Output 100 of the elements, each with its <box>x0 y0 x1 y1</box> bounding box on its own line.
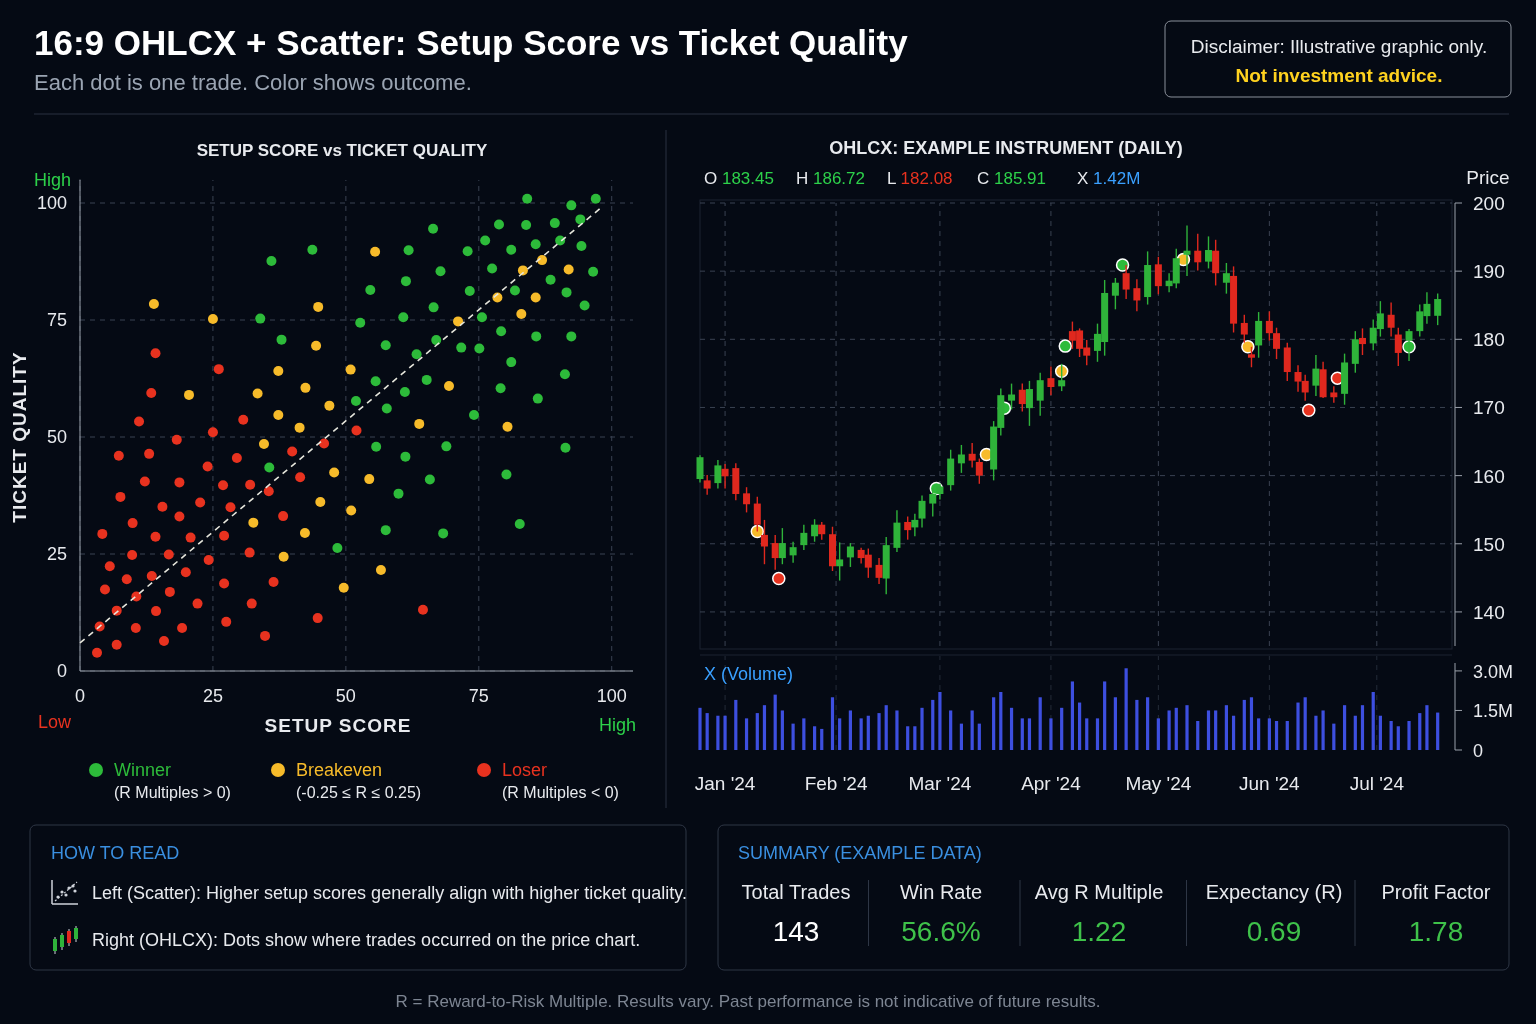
bar <box>992 697 996 750</box>
bar <box>1185 705 1189 750</box>
data-label: 0.69 <box>1246 916 1302 947</box>
point <box>174 477 185 488</box>
candlestick <box>1008 382 1016 411</box>
point <box>202 461 213 472</box>
bar <box>1124 668 1128 750</box>
chart-title: OHLCX: EXAMPLE INSTRUMENT (DAILY) <box>829 138 1183 158</box>
point <box>278 551 289 562</box>
point <box>273 366 284 377</box>
point <box>563 264 574 275</box>
point <box>329 467 340 478</box>
candlestick <box>975 457 983 485</box>
candlestick <box>1247 346 1255 368</box>
point <box>92 647 103 658</box>
y-tick-label: 200 <box>1473 193 1505 214</box>
y-tick-label: 190 <box>1473 261 1505 283</box>
text: Low <box>38 712 73 732</box>
candlestick <box>904 515 912 541</box>
point <box>146 388 157 399</box>
point <box>1302 403 1316 417</box>
point <box>312 613 323 624</box>
bar <box>762 705 767 750</box>
point <box>311 340 322 351</box>
point <box>370 246 381 257</box>
bar <box>1020 718 1024 750</box>
y-tick-label: 180 <box>1473 329 1505 351</box>
x-tick-label: Apr '24 <box>1021 773 1082 794</box>
bar <box>949 710 953 750</box>
bar <box>1224 705 1228 750</box>
point <box>150 531 161 542</box>
y-tick-label: 0 <box>1473 741 1484 761</box>
point <box>219 578 230 589</box>
point <box>351 425 362 436</box>
point <box>203 555 214 566</box>
text: Disclaimer: Illustrative graphic only. <box>1190 36 1488 57</box>
candlestick <box>1265 310 1273 342</box>
point <box>294 422 305 433</box>
category-label: Avg R Multiple <box>1034 881 1164 903</box>
bar <box>977 723 981 750</box>
x-tick-label: 0 <box>74 686 86 706</box>
y-tick-label: 100 <box>36 193 67 213</box>
bar <box>848 710 852 750</box>
y-tick-label: 160 <box>1473 465 1505 487</box>
candlestick <box>800 523 808 551</box>
point <box>375 564 386 575</box>
text: SUMMARY (EXAMPLE DATA) <box>738 843 982 863</box>
text: Not investment advice. <box>1235 65 1443 86</box>
text: 16:9 OHLCX + Scatter: Setup Score vs Ticket Quality <box>34 23 909 62</box>
candlestick <box>1394 327 1402 367</box>
y-tick-label: 50 <box>46 427 67 447</box>
bar <box>1135 699 1139 750</box>
bar <box>1296 702 1300 750</box>
point <box>144 448 155 459</box>
bar <box>1077 702 1082 750</box>
candlestick <box>1205 235 1212 270</box>
candlestick <box>911 513 919 537</box>
candlestick <box>846 542 854 568</box>
text: R = Reward-to-Risk Multiple. Results vary. Past performance is not indicative of future results. <box>395 992 1101 1011</box>
point <box>444 380 455 391</box>
point <box>164 586 175 597</box>
bar <box>734 699 738 750</box>
category-label: Total Trades <box>741 881 851 903</box>
point <box>195 497 206 508</box>
bar <box>1267 718 1271 750</box>
candlestick <box>875 557 883 585</box>
point <box>260 630 271 641</box>
data-label: 1.78 <box>1408 916 1464 947</box>
point <box>502 421 513 432</box>
point <box>97 528 108 539</box>
point <box>750 524 765 539</box>
bar <box>1242 699 1246 750</box>
point <box>453 316 464 327</box>
point <box>130 622 141 633</box>
bar <box>755 713 759 750</box>
point <box>219 530 230 541</box>
point <box>516 308 527 319</box>
bar <box>1418 713 1422 750</box>
point <box>300 382 311 393</box>
bar <box>812 726 817 750</box>
x-tick-label: Jul '24 <box>1349 773 1405 794</box>
chart-title: X (Volume) <box>704 664 794 684</box>
bar <box>1231 715 1236 750</box>
point <box>324 400 335 411</box>
point <box>192 598 203 609</box>
candlestick <box>1047 365 1055 396</box>
candlestick <box>1025 380 1033 427</box>
candlestick <box>1330 385 1338 404</box>
x-tick-label: 50 <box>335 686 356 706</box>
bar <box>1436 712 1440 750</box>
point <box>171 434 182 445</box>
point <box>345 364 356 375</box>
y-tick-label: 0 <box>56 661 67 681</box>
bar <box>705 713 709 750</box>
point <box>180 567 191 578</box>
text: H 186.72 <box>796 169 865 188</box>
bar <box>1085 718 1089 750</box>
bar <box>723 715 727 750</box>
point <box>414 418 425 429</box>
point <box>278 511 289 522</box>
